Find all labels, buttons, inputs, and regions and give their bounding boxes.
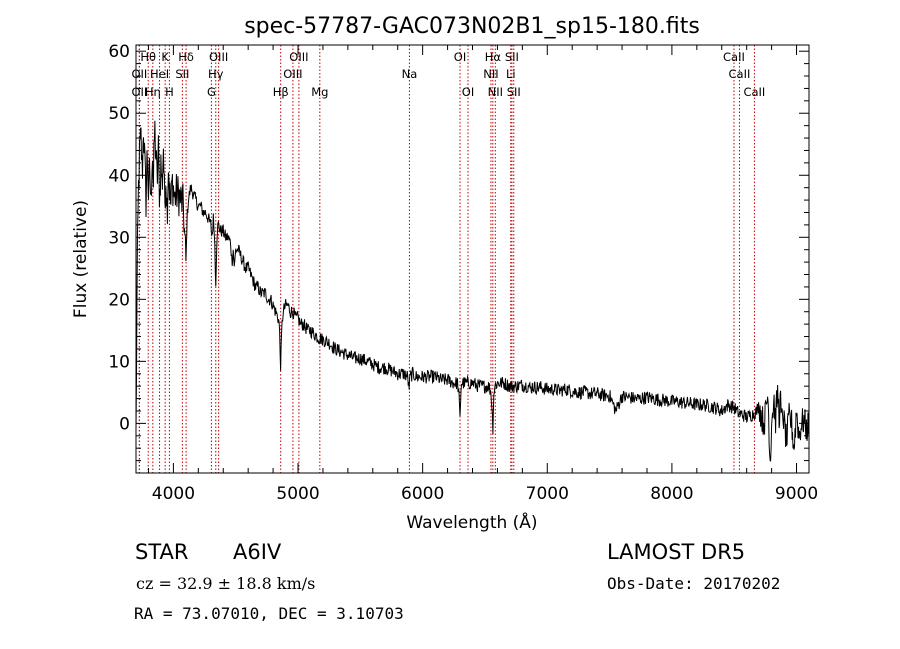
plot-frame (135, 44, 810, 474)
spectral-line-label: OII (131, 67, 147, 81)
x-axis-ticks: 4000 5000 6000 7000 8000 9000 (147, 45, 818, 504)
object-subclass: A6IV (233, 540, 282, 564)
spectral-line-label: OIII (283, 67, 302, 81)
spectral-line-label: OIII (289, 50, 308, 64)
spectral-line-markers (138, 45, 755, 473)
spectral-line-label: Hα (485, 50, 502, 64)
spectral-line-label: SII (175, 67, 189, 81)
spectral-line-label: OI (454, 50, 466, 64)
spectral-line-label: Na (402, 67, 418, 81)
spectrum-series (135, 120, 810, 462)
spectral-line-label: CaII (729, 67, 751, 81)
spectral-line-label: G (207, 85, 216, 99)
obs-date: Obs-Date: 20170202 (607, 574, 781, 593)
spectral-line-label: Hη (145, 85, 161, 99)
spectral-line-label: SII (505, 50, 519, 64)
spectral-line-label: Hδ (178, 50, 194, 64)
chart-title: spec-57787-GAC073N02B1_sp15-180.fits (244, 14, 700, 39)
x-tick-label: 9000 (775, 484, 818, 504)
spectral-line-label: Hθ (140, 50, 156, 64)
object-class: STAR (135, 540, 189, 564)
y-tick-label: 30 (108, 228, 130, 248)
x-tick-label: 4000 (152, 484, 195, 504)
spectral-line-label: NII (483, 67, 498, 81)
spectral-line-label: Li (506, 67, 516, 81)
y-tick-label: 40 (108, 166, 130, 186)
y-axis-ticks: 0 10 20 30 40 50 60 (108, 42, 809, 462)
survey-name: LAMOST DR5 (607, 540, 746, 564)
spectral-line-label: OII (131, 85, 147, 99)
spectral-line-label: NII (488, 85, 503, 99)
y-tick-label: 10 (108, 352, 130, 372)
coordinates: RA = 73.07010, DEC = 3.10703 (134, 604, 404, 623)
redshift-readout: cz = 32.9 ± 18.8 km/s (136, 574, 316, 593)
spectral-line-label: OI (462, 85, 474, 99)
spectral-line-label: OIII (209, 50, 228, 64)
spectral-line-label: SII (507, 85, 521, 99)
spectral-line-label: Hγ (208, 67, 224, 81)
spectral-line-label: CaII (723, 50, 745, 64)
x-tick-label: 5000 (276, 484, 319, 504)
y-axis-label: Flux (relative) (71, 200, 91, 318)
y-tick-label: 50 (108, 104, 130, 124)
spectral-line-label: K (161, 50, 169, 64)
spectral-line-label: H (165, 85, 174, 99)
spectral-line-label: Mg (311, 85, 328, 99)
x-tick-label: 6000 (401, 484, 444, 504)
y-tick-label: 20 (108, 290, 130, 310)
y-tick-label: 60 (108, 42, 130, 62)
x-axis-label: Wavelength (Å) (406, 511, 537, 533)
x-tick-label: 7000 (526, 484, 569, 504)
x-tick-label: 8000 (650, 484, 693, 504)
y-tick-label: 0 (119, 414, 130, 434)
spectral-line-label: Hβ (273, 85, 289, 99)
spectral-line-labels: OIIOIIHθHηHeIKHSIIHδGHγOIIIHβOIIIOIIIMgN… (131, 50, 765, 99)
spectral-line-label: CaII (743, 85, 765, 99)
spectral-line-label: HeI (150, 67, 169, 81)
